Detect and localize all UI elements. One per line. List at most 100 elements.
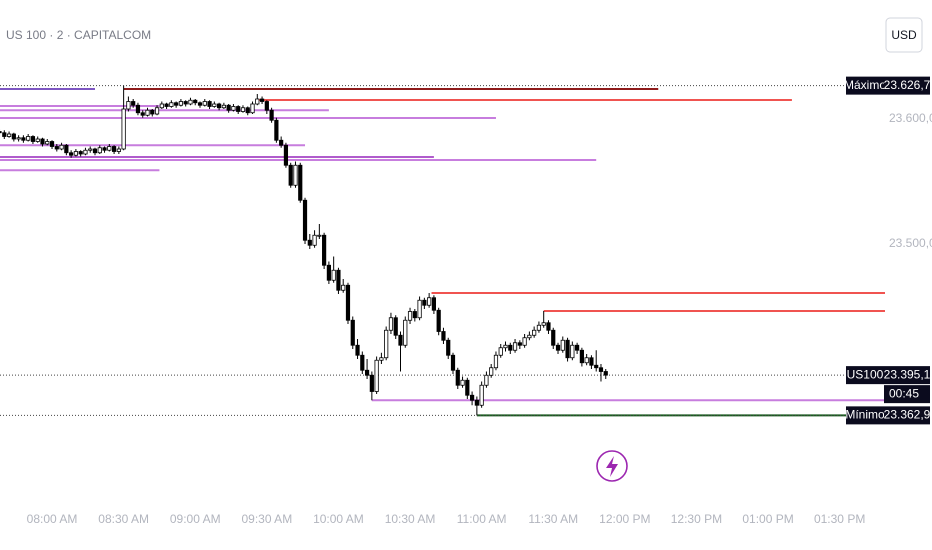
candle-body (102, 147, 107, 151)
candle-body (532, 329, 537, 336)
x-tick-label: 08:30 AM (98, 512, 149, 526)
candle-body (150, 109, 155, 115)
candle-body (393, 317, 398, 336)
candle-body (441, 331, 446, 341)
marker-name-box (846, 366, 884, 385)
alert-bolt[interactable] (606, 456, 618, 477)
candle-body (388, 317, 394, 331)
candle-body (59, 144, 64, 150)
candle-body (140, 112, 145, 116)
candle-body (541, 322, 546, 326)
candle-body (436, 309, 441, 332)
candle-body (78, 151, 83, 155)
y-tick-label: 23.500,0 (889, 236, 932, 250)
x-tick-label: 01:30 PM (814, 512, 865, 526)
candle-body (245, 107, 250, 114)
candle-body (364, 369, 370, 376)
candle-body (16, 137, 21, 140)
candle-body (407, 311, 413, 321)
currency-button[interactable] (885, 17, 923, 53)
marker-name-box (846, 76, 884, 95)
candle-body (11, 133, 16, 140)
candle-body (336, 269, 341, 291)
candle-body (355, 344, 360, 356)
symbol-title: US 100 · 2 · CAPITALCOM (6, 28, 151, 42)
candle-body (188, 99, 193, 105)
candle-body (264, 101, 269, 111)
marker-name: Máximo (844, 78, 886, 92)
candle-body (73, 151, 78, 156)
candle-body (369, 374, 374, 392)
candle-body (322, 234, 327, 266)
candle-body (384, 329, 389, 359)
x-tick-label: 09:00 AM (170, 512, 221, 526)
candle-body (331, 269, 336, 281)
marker-name: US100 (847, 367, 884, 381)
candle-body (403, 319, 408, 346)
candle-body (116, 148, 121, 152)
candle-body (6, 133, 12, 137)
candle-body (121, 108, 126, 150)
candle-body (446, 339, 451, 356)
candle-body (527, 334, 532, 339)
candle-body (536, 324, 542, 331)
candle-body (427, 297, 432, 306)
candle-body (493, 354, 499, 369)
candle-body (474, 399, 479, 406)
candle-body (575, 344, 580, 351)
candle-body (417, 299, 422, 319)
x-tick-label: 11:00 AM (457, 512, 507, 526)
candle-body (522, 337, 527, 346)
candle-body (341, 284, 346, 291)
marker-value: 23.362,9 (884, 408, 931, 422)
candle-body (97, 147, 102, 154)
candle-body (579, 349, 584, 364)
countdown-box (884, 385, 930, 404)
candle-body (193, 99, 198, 104)
candle-body (431, 297, 437, 311)
candle-body (159, 103, 164, 109)
candle-body (584, 357, 589, 364)
candle-body (551, 329, 556, 346)
candle-body (350, 319, 355, 346)
candle-body (111, 146, 117, 152)
candle-body (460, 379, 465, 386)
candle-body (131, 101, 136, 106)
marker-value-box (884, 366, 930, 385)
candle-body (298, 164, 303, 201)
currency-label[interactable]: USD (891, 28, 917, 42)
candle-body (479, 384, 484, 406)
marker-value: 23.626,7 (884, 78, 931, 92)
candle-body (236, 106, 241, 112)
candle-body (126, 101, 131, 110)
candle-body (412, 311, 417, 319)
candle-body (498, 347, 503, 356)
candle-body (565, 339, 570, 359)
candle-body (312, 234, 317, 246)
candle-body (345, 284, 351, 321)
candle-body (207, 101, 212, 107)
candle-body (517, 342, 522, 346)
candle-body (560, 339, 565, 351)
candle-body (226, 104, 231, 111)
candle-body (92, 148, 98, 154)
candle-body (512, 342, 518, 351)
candle-body (169, 102, 174, 107)
alert-icon[interactable] (596, 450, 628, 482)
candle-body (508, 344, 513, 351)
x-tick-label: 09:30 AM (241, 512, 292, 526)
candle-body (489, 367, 494, 376)
candle-body (64, 144, 69, 154)
candle-body (221, 104, 226, 109)
candle-body (422, 299, 427, 306)
candle-body (326, 264, 331, 281)
candle-body (231, 106, 236, 111)
candle-body (307, 239, 312, 246)
candle-body (26, 136, 31, 141)
candle-body (379, 357, 384, 361)
candle-body (174, 102, 179, 106)
candle-body (240, 107, 246, 112)
candle-body (197, 102, 203, 106)
candle-body (154, 107, 160, 115)
